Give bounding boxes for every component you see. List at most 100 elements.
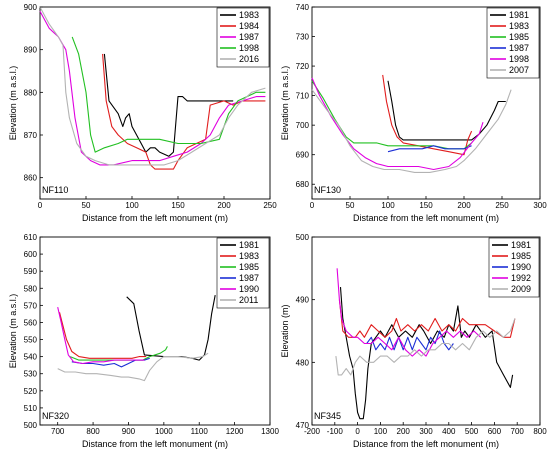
legend-label-2007: 2007 xyxy=(509,65,529,75)
series-line-1981 xyxy=(387,80,506,141)
legend-label-1985: 1985 xyxy=(509,32,529,42)
x-tick-label: 200 xyxy=(397,427,411,436)
y-axis-label: Elevation (m) xyxy=(280,304,290,357)
legend-label-1990: 1990 xyxy=(239,284,259,294)
y-tick-label: 740 xyxy=(296,3,310,12)
legend-label-1983: 1983 xyxy=(239,10,259,20)
x-tick-label: 700 xyxy=(511,427,525,436)
series-line-1983 xyxy=(382,74,473,156)
legend-label-1990: 1990 xyxy=(511,262,531,272)
series-line-2011 xyxy=(57,352,209,382)
y-tick-label: 580 xyxy=(24,284,38,293)
y-tick-label: 870 xyxy=(24,131,38,140)
y-tick-label: 590 xyxy=(24,267,38,276)
y-tick-label: 500 xyxy=(24,421,38,430)
legend-label-1987: 1987 xyxy=(239,32,259,42)
series-line-1985 xyxy=(338,299,516,338)
series-line-2009 xyxy=(335,318,516,376)
series-line-1998 xyxy=(71,36,266,153)
series-line-1981 xyxy=(126,294,216,361)
x-tick-label: 200 xyxy=(457,201,471,210)
x-axis-label: Distance from the left monument (m) xyxy=(82,439,228,449)
y-tick-label: 710 xyxy=(296,92,310,101)
y-tick-label: 720 xyxy=(296,62,310,71)
x-tick-label: 600 xyxy=(488,427,502,436)
legend-label-2011: 2011 xyxy=(239,295,258,305)
x-tick-label: -200 xyxy=(304,427,321,436)
x-tick-label: 800 xyxy=(86,427,100,436)
series-line-1992 xyxy=(336,268,482,357)
panel-label: NF130 xyxy=(314,185,341,195)
x-axis-label: Distance from the left monument (m) xyxy=(353,439,499,449)
series-line-2016 xyxy=(39,6,266,166)
y-tick-label: 690 xyxy=(296,151,310,160)
legend-box xyxy=(486,7,540,79)
y-tick-label: 730 xyxy=(296,33,310,42)
x-tick-label: 150 xyxy=(171,201,185,210)
y-tick-label: 900 xyxy=(24,3,38,12)
x-tick-label: 500 xyxy=(465,427,479,436)
x-tick-label: 250 xyxy=(495,201,509,210)
legend-label-1981: 1981 xyxy=(511,240,531,250)
series-line-1983 xyxy=(103,53,234,157)
y-tick-label: 860 xyxy=(24,174,38,183)
legend-label-1998: 1998 xyxy=(239,43,259,53)
panel-label: NF345 xyxy=(314,411,341,421)
y-axis-label: Elevation (m a.s.l.) xyxy=(8,66,18,141)
x-tick-label: 1300 xyxy=(261,427,279,436)
series-line-2007 xyxy=(311,89,512,173)
panel-nf345: -200 -100 0 100 200 300 400 500 600 700 800 470 480 4… xyxy=(280,233,547,449)
x-tick-label: 250 xyxy=(263,201,277,210)
legend-label-2009: 2009 xyxy=(511,284,531,294)
panel-nf130: 0 50 100 150 200 250 300 680 690 700 710 720 730 740 D… xyxy=(280,3,547,223)
legend-label-1992: 1992 xyxy=(511,273,531,283)
legend-label-2016: 2016 xyxy=(239,54,259,64)
x-tick-label: 200 xyxy=(217,201,231,210)
x-axis-label: Distance from the left monument (m) xyxy=(353,213,499,223)
y-tick-label: 500 xyxy=(296,233,310,242)
x-tick-label: 800 xyxy=(533,427,547,436)
x-tick-label: 100 xyxy=(374,427,388,436)
x-axis-label: Distance from the left monument (m) xyxy=(82,213,228,223)
legend-label-1984: 1984 xyxy=(239,21,259,31)
legend-label-1987: 1987 xyxy=(239,273,259,283)
x-tick-label: 0 xyxy=(38,201,43,210)
x-tick-label: 1000 xyxy=(155,427,173,436)
panel-nf320: 700 800 900 1000 1100 1200 1300 500 510 520 530 540… xyxy=(8,233,279,449)
legend-box xyxy=(216,237,270,309)
series-line-1981 xyxy=(339,287,514,420)
x-tick-label: 0 xyxy=(355,427,360,436)
series-line-1990 xyxy=(57,306,145,365)
y-axis-label: Elevation (m a.s.l.) xyxy=(8,294,18,369)
series-line-1983 xyxy=(58,312,147,359)
legend-label-1981: 1981 xyxy=(509,10,529,20)
y-tick-label: 520 xyxy=(24,387,38,396)
x-tick-label: 700 xyxy=(51,427,65,436)
series-line-1987 xyxy=(39,11,266,166)
x-tick-label: 0 xyxy=(310,201,315,210)
y-tick-label: 600 xyxy=(24,250,38,259)
legend-label-1985: 1985 xyxy=(239,262,259,272)
y-tick-label: 880 xyxy=(24,88,38,97)
y-tick-label: 530 xyxy=(24,370,38,379)
legend-label-1987: 1987 xyxy=(509,43,529,53)
legend-label-1998: 1998 xyxy=(509,54,529,64)
x-tick-label: 150 xyxy=(419,201,433,210)
y-tick-label: 560 xyxy=(24,318,38,327)
y-tick-label: 540 xyxy=(24,353,38,362)
y-tick-label: 480 xyxy=(296,358,310,367)
x-tick-label: 300 xyxy=(419,427,433,436)
legend-label-1983: 1983 xyxy=(239,251,259,261)
y-tick-label: 890 xyxy=(24,46,38,55)
y-tick-label: 570 xyxy=(24,301,38,310)
x-tick-label: -100 xyxy=(327,427,344,436)
x-tick-label: 50 xyxy=(346,201,355,210)
x-tick-label: 100 xyxy=(125,201,139,210)
series-line-1987 xyxy=(387,145,472,153)
y-tick-label: 510 xyxy=(24,404,38,413)
x-tick-label: 50 xyxy=(82,201,91,210)
y-tick-label: 470 xyxy=(296,421,310,430)
